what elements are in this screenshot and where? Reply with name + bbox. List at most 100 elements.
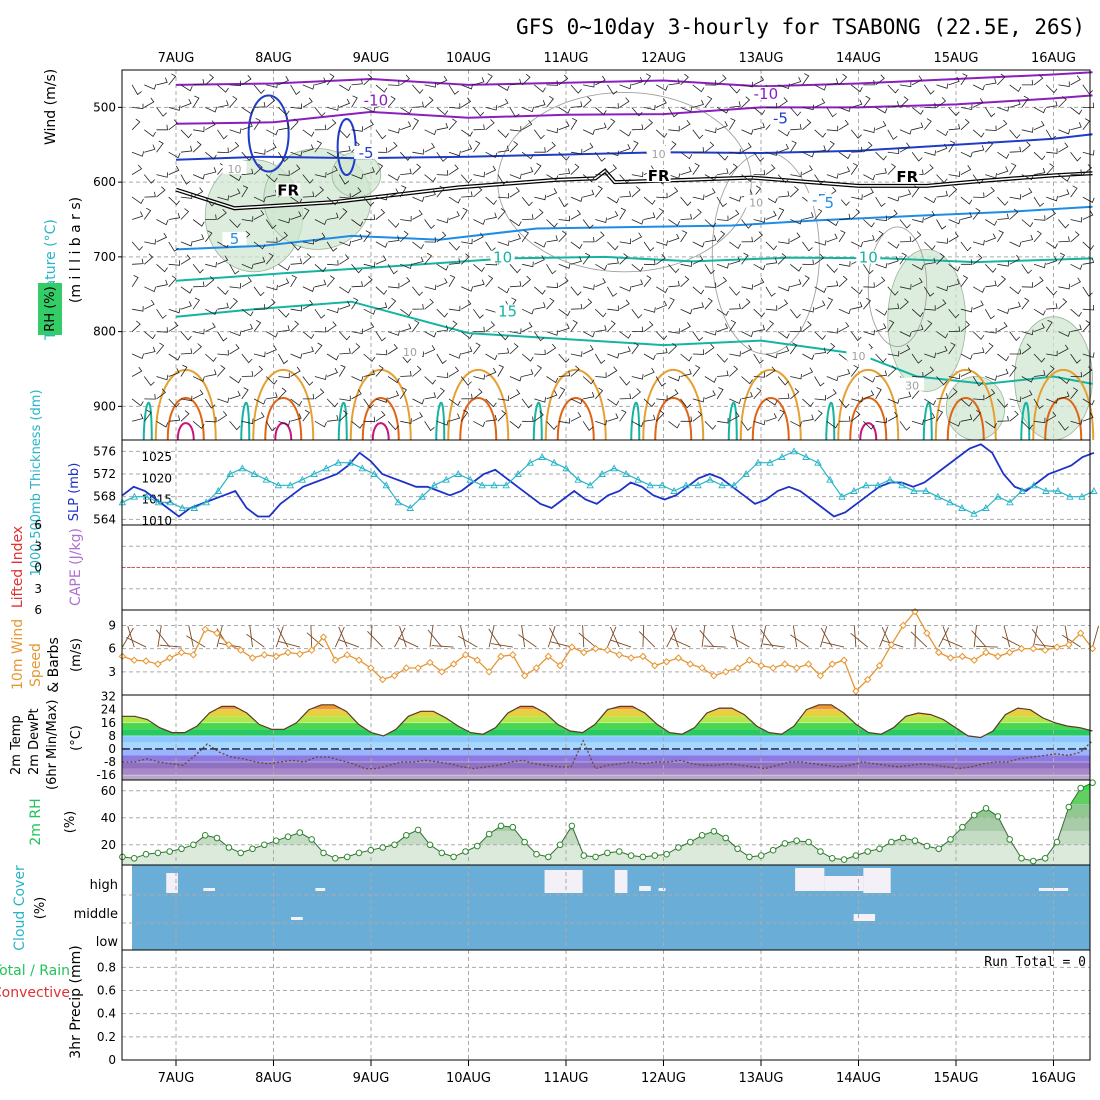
wind-barb xyxy=(936,174,948,184)
wind-barb-10m xyxy=(275,626,284,648)
wind-barb xyxy=(704,343,715,355)
wind-barb xyxy=(936,285,949,292)
wind-barb xyxy=(716,308,729,316)
wind-barb xyxy=(802,275,810,288)
wind-barb xyxy=(948,342,956,355)
precip-tick-label: 0.8 xyxy=(97,960,116,974)
wind-speed-marker xyxy=(165,654,174,662)
rh-marker xyxy=(272,837,280,845)
rh-marker xyxy=(1065,803,1073,811)
wind-tick-label: 6 xyxy=(108,642,116,656)
wind-barb xyxy=(558,276,569,288)
rh-marker xyxy=(450,853,457,861)
wind-barb xyxy=(887,398,900,404)
wind-barb-10m xyxy=(159,644,182,648)
wind-barb xyxy=(631,186,641,198)
wind-barb-10m xyxy=(1031,629,1046,648)
wind-speed-marker xyxy=(946,654,955,662)
wind-barb xyxy=(460,207,468,220)
wind-barb xyxy=(814,331,826,341)
wind-barb xyxy=(497,174,508,185)
wind-barb xyxy=(838,73,848,86)
wind-barb xyxy=(692,129,704,140)
wind-barb xyxy=(338,174,350,185)
rh-marker xyxy=(462,848,469,855)
wind-speed-marker xyxy=(958,652,967,661)
rh-label: RH (%) xyxy=(43,286,58,331)
wind-barb xyxy=(582,129,595,135)
contour-label: -5 xyxy=(359,144,374,162)
wind-barb xyxy=(302,129,315,137)
wind-barb xyxy=(619,376,631,386)
wind-barb xyxy=(753,75,765,86)
wind-barb xyxy=(168,275,177,288)
wind-barb xyxy=(1045,209,1056,220)
wind-barb-10m xyxy=(792,625,798,648)
wind-barb xyxy=(375,163,384,175)
wind-barb xyxy=(521,275,532,288)
contour-label-bg xyxy=(846,347,871,361)
contour-label: FR xyxy=(648,167,670,185)
contour-label-bg xyxy=(753,86,778,100)
contour-label: -10 xyxy=(364,92,389,110)
wind-barb xyxy=(778,191,790,198)
wind-barb xyxy=(290,413,302,422)
wind-barb xyxy=(302,253,312,265)
wind-barb xyxy=(302,393,315,400)
wind-barb xyxy=(1082,286,1093,297)
wind-barb xyxy=(802,398,814,408)
wind-speed-marker xyxy=(189,651,198,659)
wind-barb xyxy=(290,398,303,407)
wind-barb xyxy=(802,307,815,313)
wind-barb xyxy=(1009,254,1020,265)
wind-barb xyxy=(595,324,607,332)
wind-barb xyxy=(924,210,935,220)
wind-barb xyxy=(851,241,864,248)
wind-barb xyxy=(863,282,875,288)
wind-barb xyxy=(997,73,1006,86)
wind-barb xyxy=(1082,257,1095,265)
wind-barb xyxy=(424,421,435,432)
wind-barb xyxy=(1082,352,1095,358)
wind-barb xyxy=(412,319,420,332)
wind-barb xyxy=(546,80,558,86)
warm-contour-darkorange xyxy=(264,397,303,441)
wind-barb-10m xyxy=(879,626,889,648)
wind-barb xyxy=(985,342,994,355)
wind-barb xyxy=(680,106,693,113)
wind-barb xyxy=(363,308,376,315)
wind-barb xyxy=(1009,99,1021,108)
wind-barb xyxy=(704,188,716,198)
wind-barb-10m xyxy=(126,636,147,648)
rh-marker xyxy=(675,844,682,851)
temp-band xyxy=(122,722,1090,730)
wind-barb xyxy=(863,127,875,134)
wind-barb xyxy=(217,286,229,296)
wind-barb xyxy=(131,211,144,220)
wind-barb xyxy=(887,350,900,357)
wind-barb xyxy=(741,252,749,265)
wind-barb xyxy=(131,151,144,157)
wind-barb xyxy=(375,286,388,295)
wind-barb xyxy=(400,308,412,317)
wind-barb xyxy=(838,106,851,112)
wind-barb xyxy=(339,98,351,108)
wind-barb xyxy=(534,147,546,153)
rh-marker xyxy=(746,853,753,861)
rh-marker xyxy=(438,849,446,857)
thickness-marker xyxy=(1066,492,1074,500)
wind-barb-10m xyxy=(1035,643,1058,648)
wind-barb xyxy=(875,276,886,288)
wind-speed-marker xyxy=(414,664,422,672)
wind-barb xyxy=(546,343,557,355)
warm-contour-teal xyxy=(435,401,446,441)
wind-barb xyxy=(680,261,693,267)
warm-contour-orange xyxy=(934,368,997,441)
wind-barb xyxy=(899,129,912,135)
cloud-clear-patch xyxy=(863,868,891,893)
wind-barb xyxy=(400,323,412,332)
wind-speed-marker xyxy=(875,661,884,670)
wind-barb xyxy=(582,376,595,385)
wind-barb xyxy=(546,127,559,134)
